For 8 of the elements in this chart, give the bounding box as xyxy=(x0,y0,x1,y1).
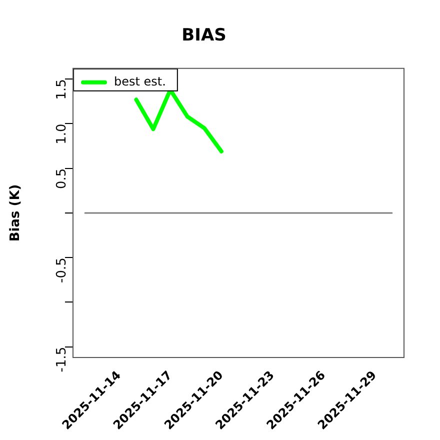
legend-label: best est. xyxy=(114,74,166,89)
y-axis-title: Bias (K) xyxy=(8,184,24,242)
chart-title: BIAS xyxy=(182,26,226,46)
y-tick-label: 1.5 xyxy=(54,79,70,100)
y-tick-label: -0.5 xyxy=(54,258,70,283)
y-tick-label: 0.5 xyxy=(54,168,70,190)
y-tick-label: -1.5 xyxy=(54,346,70,372)
y-tick-label: 1.0 xyxy=(54,124,70,144)
